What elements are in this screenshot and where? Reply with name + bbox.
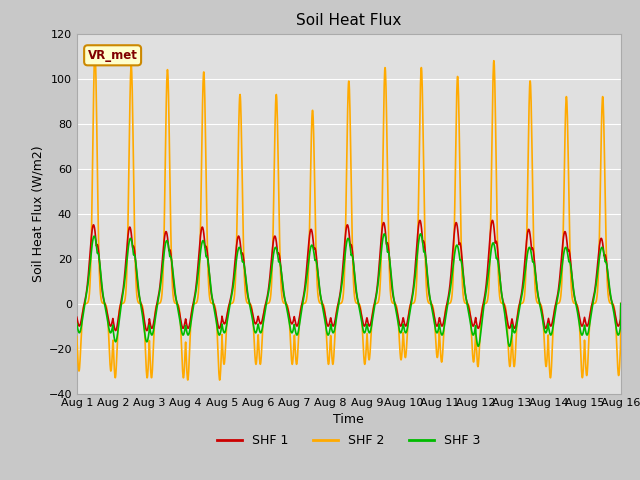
Legend: SHF 1, SHF 2, SHF 3: SHF 1, SHF 2, SHF 3 xyxy=(212,429,486,452)
X-axis label: Time: Time xyxy=(333,413,364,426)
Y-axis label: Soil Heat Flux (W/m2): Soil Heat Flux (W/m2) xyxy=(31,145,44,282)
Title: Soil Heat Flux: Soil Heat Flux xyxy=(296,13,401,28)
Text: VR_met: VR_met xyxy=(88,49,138,62)
